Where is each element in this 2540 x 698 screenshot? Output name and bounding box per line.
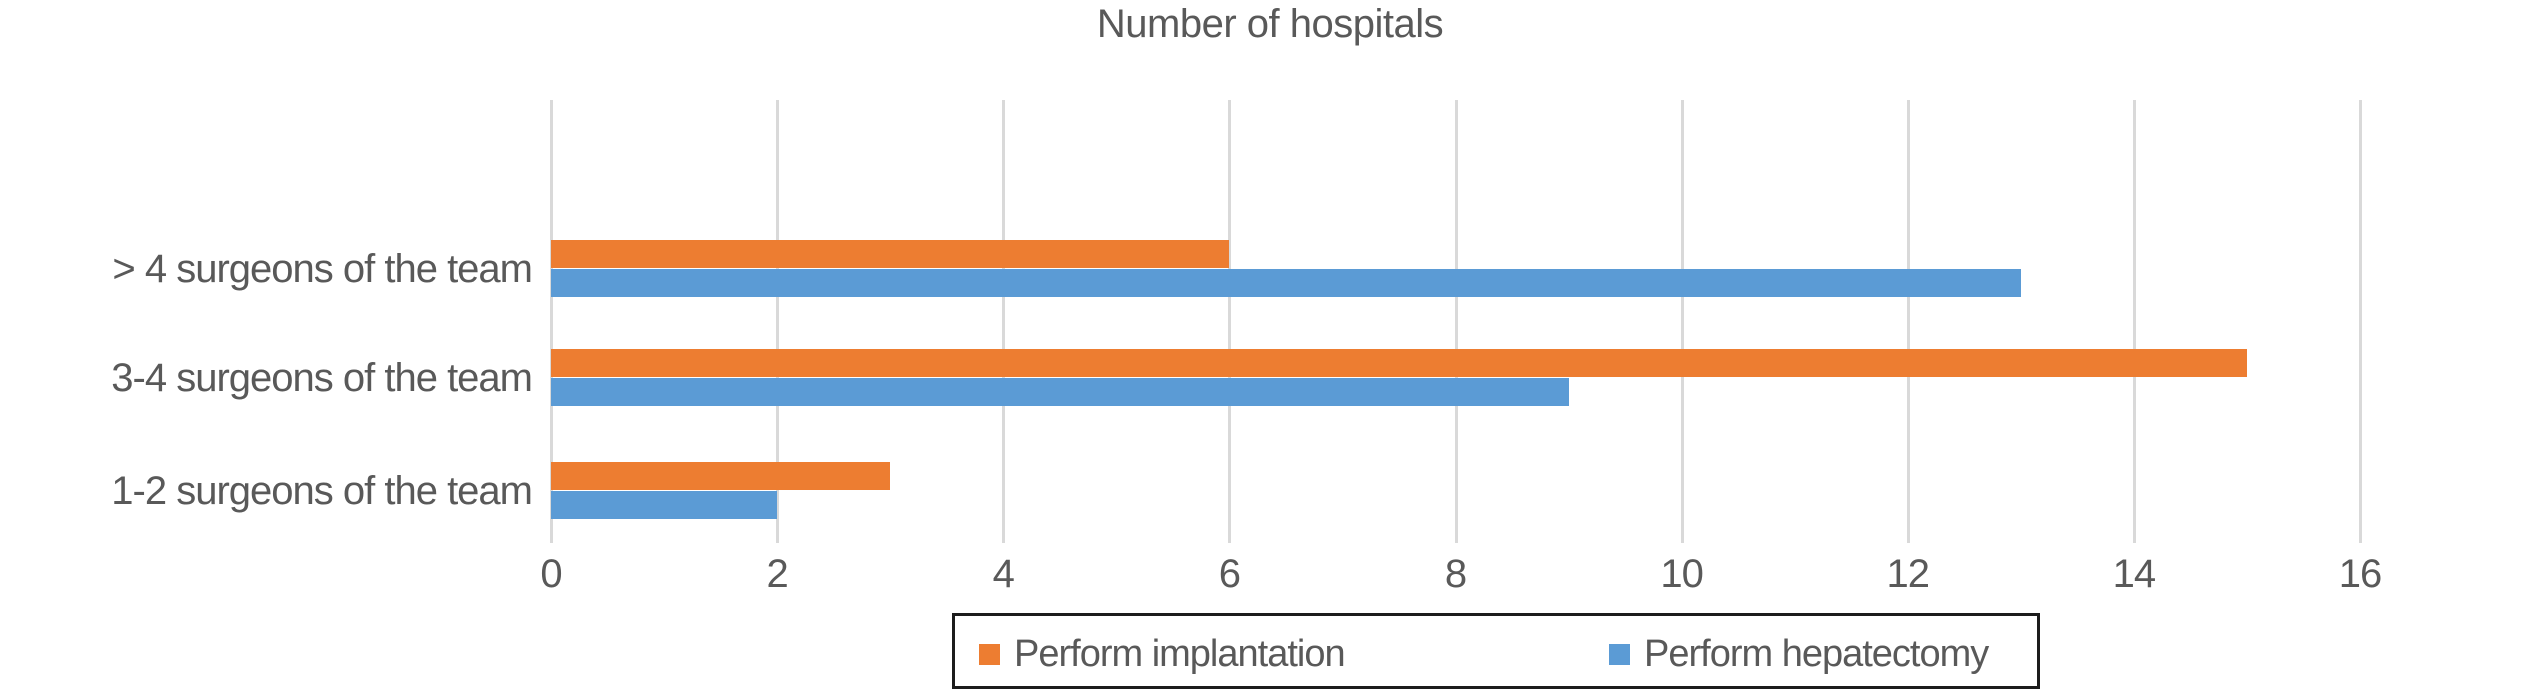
legend: Perform implantation Perform hepatectomy <box>952 613 2040 689</box>
x-tick-10: 10 <box>1660 552 1704 596</box>
category-label-row2: 3-4 surgeons of the team <box>111 355 533 400</box>
x-tick-16: 16 <box>2338 552 2383 596</box>
bar-hepatectomy-row2 <box>551 378 1569 406</box>
x-tick-0: 0 <box>540 552 562 596</box>
bar-implantation-row1 <box>551 240 1230 268</box>
bar-hepatectomy-row3 <box>551 491 778 519</box>
gridline-8 <box>1454 100 1458 543</box>
gridline-10 <box>1680 100 1684 543</box>
legend-label-implantation: Perform implantation <box>1014 633 1346 675</box>
legend-label-hepatectomy: Perform hepatectomy <box>1644 633 1989 675</box>
hepatectomy-swatch-icon <box>1609 643 1630 665</box>
gridline-2 <box>776 100 780 543</box>
x-tick-8: 8 <box>1444 552 1467 596</box>
x-tick-14: 14 <box>2112 552 2157 596</box>
category-label-row3: 1-2 surgeons of the team <box>111 468 533 513</box>
gridline-0 <box>550 100 553 543</box>
x-tick-2: 2 <box>766 552 789 596</box>
category-label-row1: > 4 surgeons of the team <box>112 246 533 291</box>
chart-title: Number of hospitals <box>1096 2 1444 46</box>
implantation-swatch-icon <box>979 643 1000 665</box>
gridline-16 <box>2359 100 2362 543</box>
plot-area <box>550 100 2362 543</box>
legend-item-implantation: Perform implantation <box>979 616 1346 686</box>
bar-implantation-row2 <box>551 349 2247 377</box>
x-tick-4: 4 <box>992 552 1015 596</box>
gridline-4 <box>1002 100 1006 543</box>
x-tick-6: 6 <box>1218 552 1241 596</box>
gridline-6 <box>1228 100 1232 543</box>
bar-hepatectomy-row1 <box>551 269 2021 297</box>
gridline-14 <box>2132 100 2136 543</box>
legend-item-hepatectomy: Perform hepatectomy <box>1609 616 1989 686</box>
bar-implantation-row3 <box>551 462 891 490</box>
x-tick-12: 12 <box>1886 552 1931 596</box>
gridline-12 <box>1906 100 1910 543</box>
